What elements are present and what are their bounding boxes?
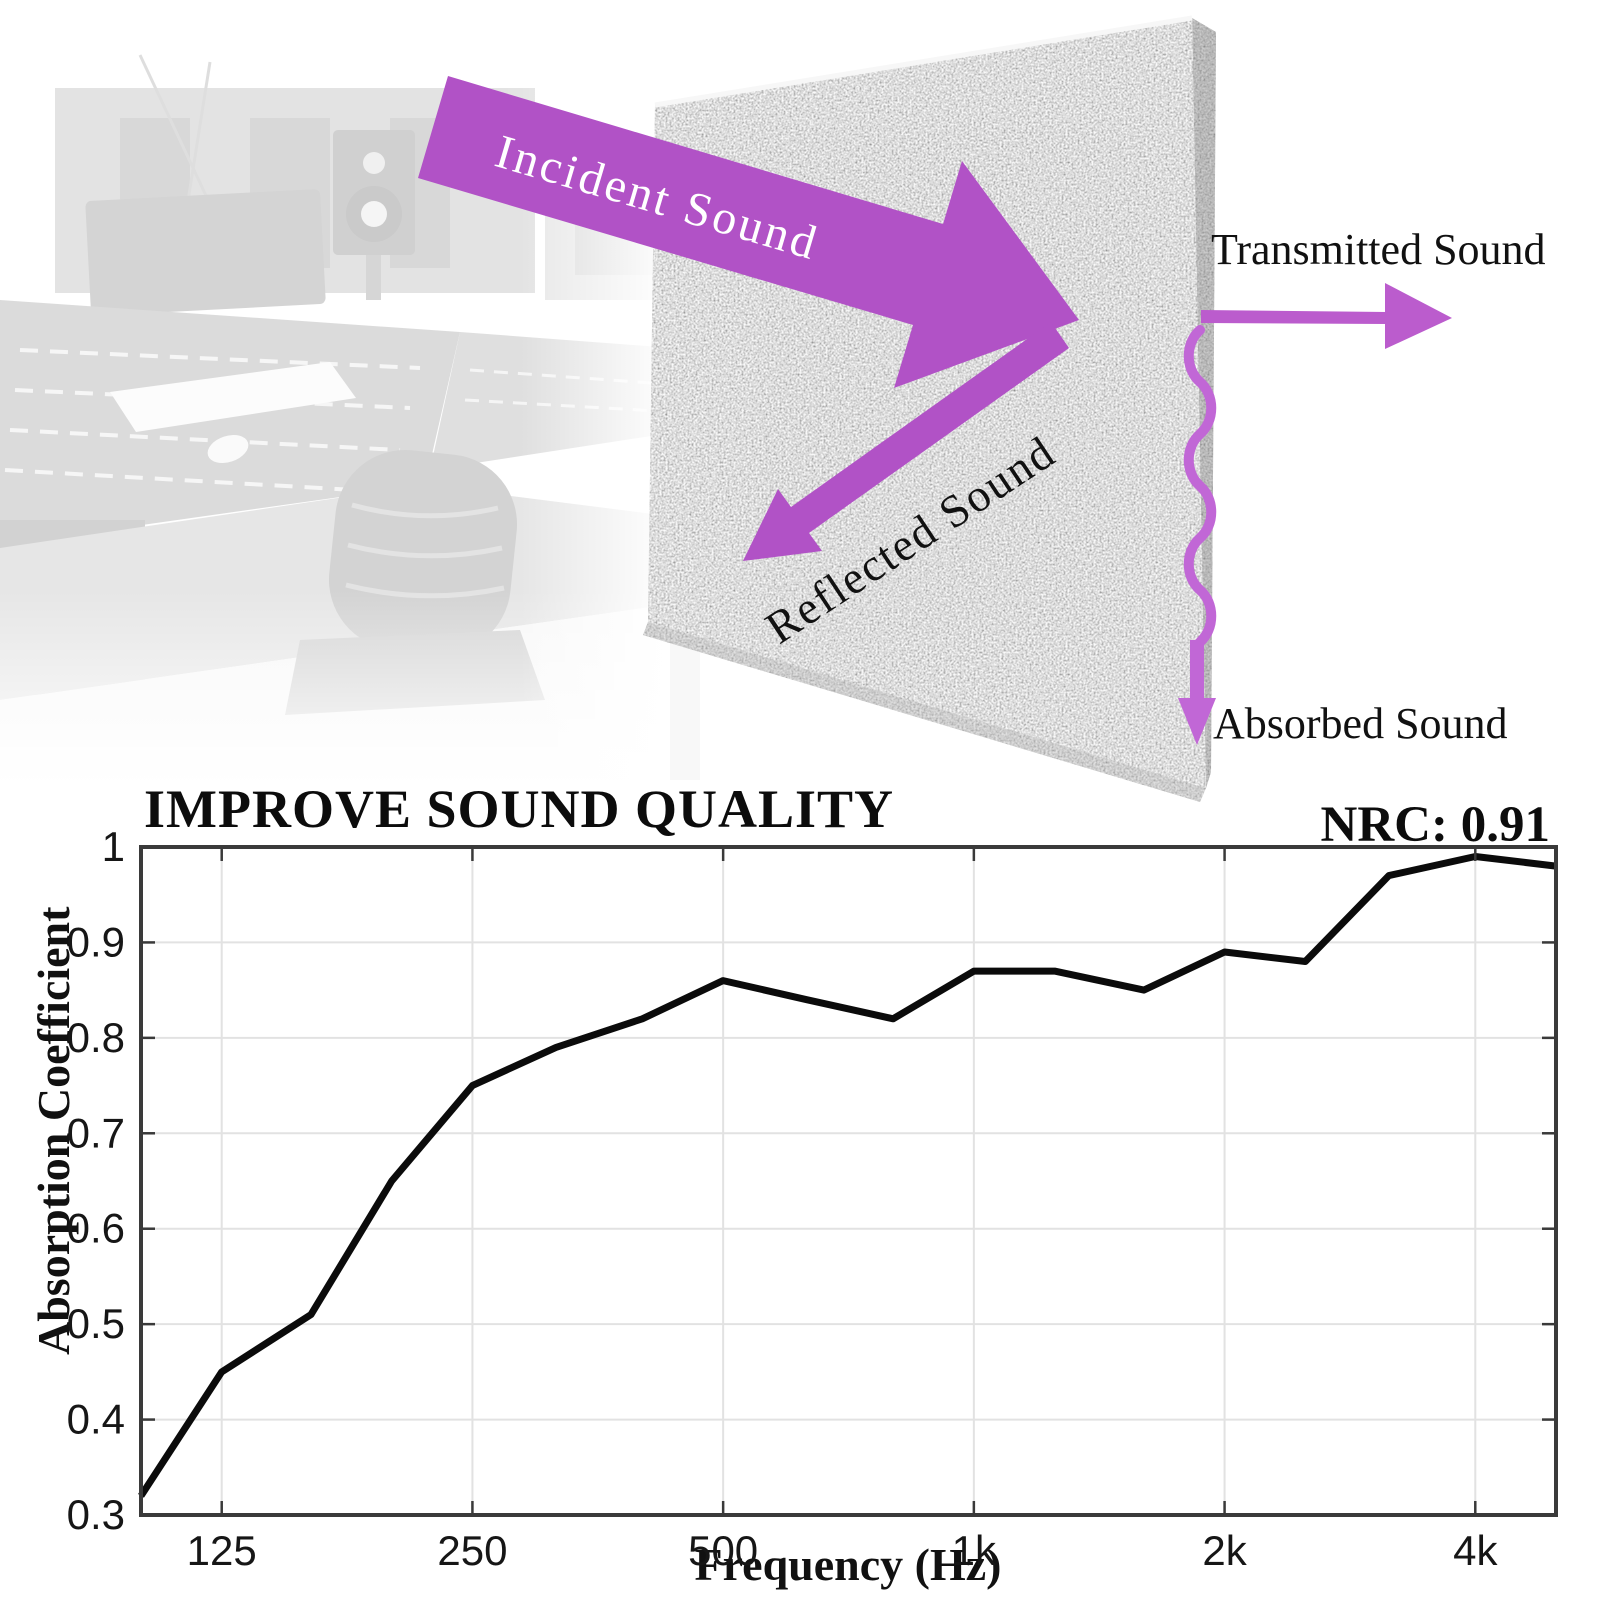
y-tick-label: 0.6 xyxy=(67,1205,125,1252)
plot-background xyxy=(141,847,1556,1515)
absorbed-sound-label: Absorbed Sound xyxy=(1213,699,1508,748)
nrc-badge: NRC: 0.91 xyxy=(1320,797,1550,853)
acoustic-panel-diagram xyxy=(0,18,1452,802)
reflected-sound-arrow xyxy=(743,322,1069,561)
chart-title: IMPROVE SOUND QUALITY xyxy=(144,779,895,839)
plot-frame xyxy=(139,845,1558,1517)
x-tick-label: 4k xyxy=(1453,1527,1498,1574)
x-tick-label: 2k xyxy=(1202,1527,1247,1574)
y-tick-label: 0.7 xyxy=(67,1109,125,1156)
absorbed-sound-squiggle xyxy=(1178,325,1217,745)
studio-speaker xyxy=(333,130,415,300)
y-tick-label: 0.8 xyxy=(67,1014,125,1061)
mic-stand xyxy=(138,54,257,303)
x-tick-label: 125 xyxy=(187,1527,257,1574)
y-tick-label: 1 xyxy=(102,823,125,870)
sound-arrows xyxy=(418,76,1452,745)
incident-sound-arrow xyxy=(418,76,1079,388)
transmitted-sound-label: Transmitted Sound xyxy=(1211,225,1546,274)
x-tick-label: 500 xyxy=(688,1527,758,1574)
x-axis-label: Frequency (Hz) xyxy=(694,1539,1002,1590)
mouse xyxy=(207,435,249,463)
y-tick-label: 0.3 xyxy=(67,1491,125,1538)
x-tick-label: 1k xyxy=(952,1527,997,1574)
y-tick-label: 0.4 xyxy=(67,1396,125,1443)
y-tick-label: 0.5 xyxy=(67,1300,125,1347)
y-tick-label: 0.9 xyxy=(67,918,125,965)
x-tick-label: 250 xyxy=(437,1527,507,1574)
studio-monitor-screen xyxy=(85,189,326,316)
transmitted-sound-arrow xyxy=(1201,283,1452,349)
absorption-curve xyxy=(138,853,1557,1498)
